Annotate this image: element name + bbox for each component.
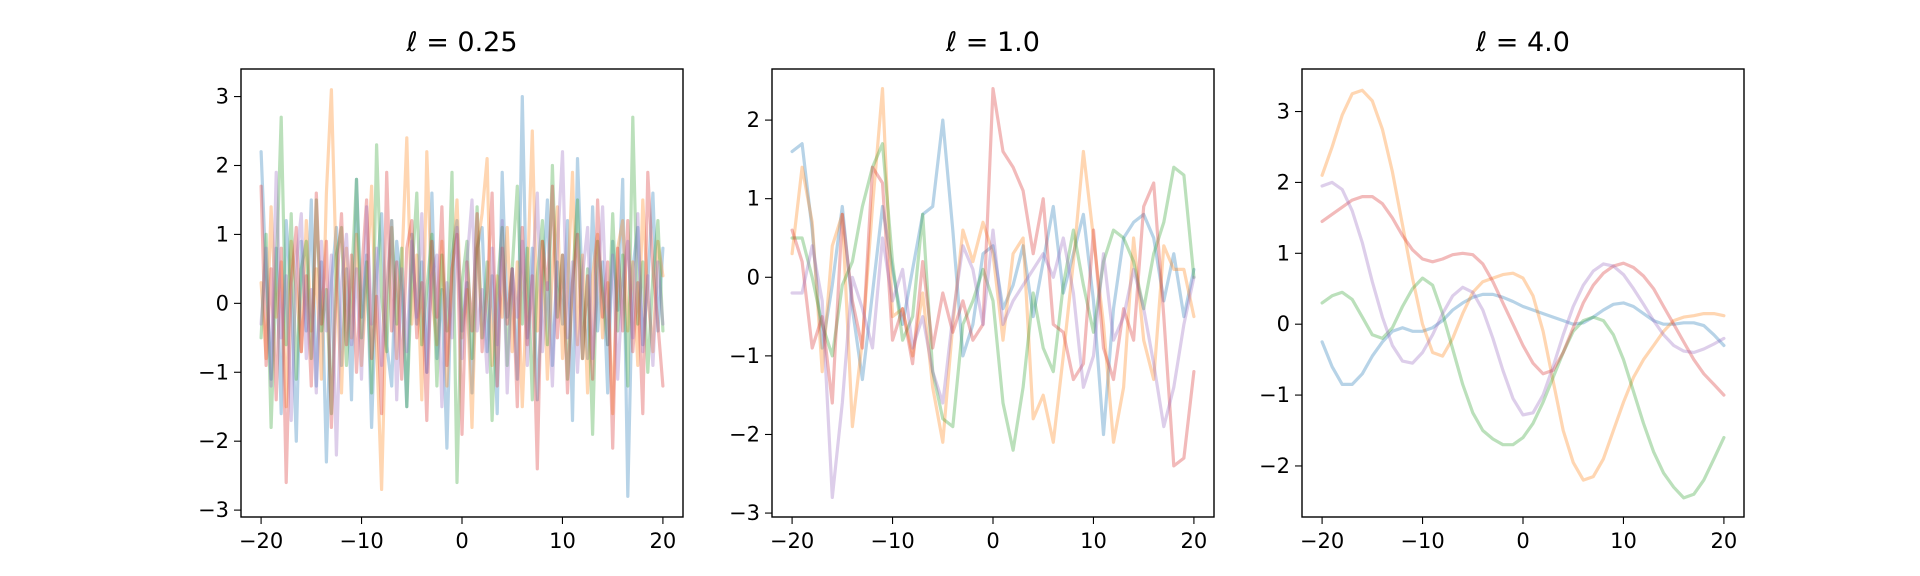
panel-title: ℓ = 1.0 bbox=[945, 27, 1040, 58]
axes-frame bbox=[1301, 68, 1745, 518]
y-tick-label: −2 bbox=[1259, 454, 1290, 478]
x-tick-label: 10 bbox=[1080, 529, 1107, 553]
series-line-1 bbox=[790, 118, 1196, 437]
series-line-5 bbox=[1320, 180, 1726, 417]
panel-title: ℓ = 4.0 bbox=[1475, 27, 1570, 58]
series-line-3 bbox=[1320, 276, 1726, 500]
series-line-4 bbox=[259, 170, 665, 485]
y-tick-label: −2 bbox=[198, 429, 229, 453]
x-tick-label: −10 bbox=[870, 529, 914, 553]
series-line-1 bbox=[259, 94, 665, 498]
y-tick-label: 1 bbox=[747, 187, 760, 211]
series-line-4 bbox=[790, 86, 1196, 468]
x-tick-label: −20 bbox=[1300, 529, 1344, 553]
series-line-5 bbox=[259, 150, 665, 457]
series-line-3 bbox=[259, 115, 665, 485]
series-line-2 bbox=[259, 88, 665, 491]
series-line-3 bbox=[790, 142, 1196, 452]
series-line-5 bbox=[790, 228, 1196, 499]
y-tick-label: −3 bbox=[198, 498, 229, 522]
x-tick-label: −10 bbox=[1400, 529, 1444, 553]
y-tick-label: 0 bbox=[216, 291, 229, 315]
x-tick-label: 20 bbox=[1181, 529, 1208, 553]
x-tick-label: 0 bbox=[986, 529, 999, 553]
x-tick-label: 0 bbox=[1516, 529, 1529, 553]
y-tick-label: 0 bbox=[747, 265, 760, 289]
series-group bbox=[1320, 88, 1726, 500]
x-tick-label: −20 bbox=[770, 529, 814, 553]
x-tick-label: 20 bbox=[1711, 529, 1738, 553]
series-line-2 bbox=[1320, 88, 1726, 482]
y-tick-label: 1 bbox=[1277, 241, 1290, 265]
x-tick-label: 10 bbox=[1610, 529, 1637, 553]
y-tick-label: 3 bbox=[1277, 100, 1290, 124]
series-line-1 bbox=[1320, 292, 1726, 386]
y-tick-label: −1 bbox=[198, 360, 229, 384]
series-group bbox=[259, 88, 665, 498]
y-tick-label: −1 bbox=[1259, 383, 1290, 407]
series-line-4 bbox=[1320, 195, 1726, 397]
y-tick-label: 2 bbox=[216, 153, 229, 177]
y-tick-label: 3 bbox=[216, 85, 229, 109]
y-tick-label: −1 bbox=[729, 344, 760, 368]
x-tick-label: 10 bbox=[549, 529, 576, 553]
y-tick-label: −3 bbox=[729, 501, 760, 525]
series-line-2 bbox=[790, 86, 1196, 444]
y-tick-label: 2 bbox=[1277, 170, 1290, 194]
y-tick-label: 0 bbox=[1277, 312, 1290, 336]
y-tick-label: 2 bbox=[747, 108, 760, 132]
x-tick-label: −20 bbox=[239, 529, 283, 553]
panel-title: ℓ = 0.25 bbox=[405, 27, 517, 58]
series-group bbox=[790, 86, 1196, 499]
y-tick-label: 1 bbox=[216, 222, 229, 246]
x-tick-label: 20 bbox=[650, 529, 677, 553]
x-tick-label: 0 bbox=[455, 529, 468, 553]
x-tick-label: −10 bbox=[339, 529, 383, 553]
y-tick-label: −2 bbox=[729, 422, 760, 446]
